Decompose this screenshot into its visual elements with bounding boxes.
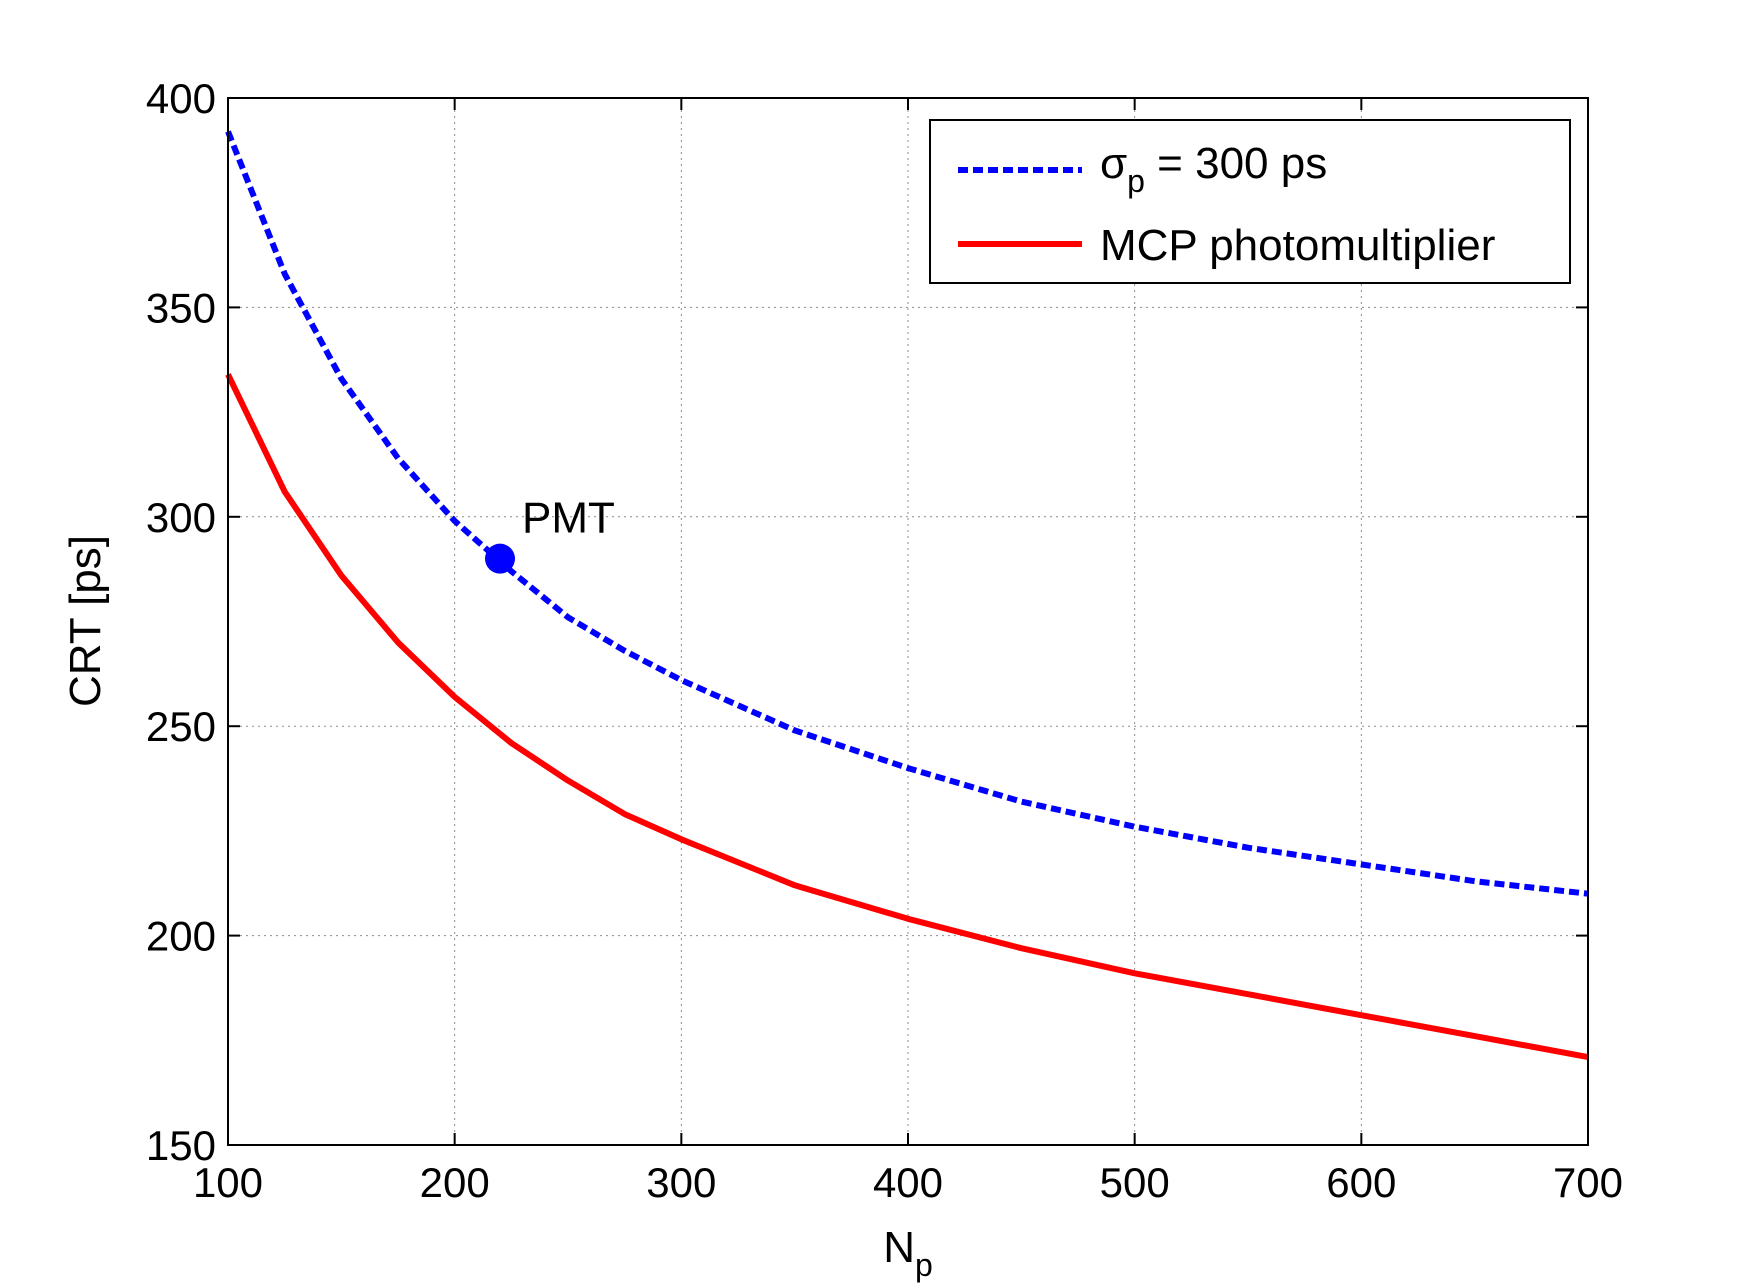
plot-frame [227,97,1589,1146]
legend: σp = 300 ps MCP photomultiplier [929,119,1571,284]
y-tick-label: 350 [146,284,216,331]
x-tick-label: 300 [646,1159,716,1206]
y-tick-label: 400 [146,75,216,122]
pmt-label: PMT [522,494,615,543]
legend-label-sigma: σp = 300 ps [1100,139,1327,199]
legend-label-mcp: MCP photomultiplier [1100,221,1495,270]
y-tick-label: 200 [146,913,216,960]
x-tick-label: 400 [873,1159,943,1206]
series-layer [225,130,1589,1061]
x-tick-label: 200 [420,1159,490,1206]
y-tick-label: 300 [146,494,216,541]
x-tick-label: 700 [1553,1159,1623,1206]
x-tick-label: 600 [1326,1159,1396,1206]
series-line-mcp [225,373,1589,1061]
pmt-marker [485,543,515,574]
series-line-sigma [225,130,1589,897]
annotation-layer: PMT [485,494,615,574]
tick-labels: 100 200 300 400 500 600 700 150 200 250 300 350 400 [146,75,1623,1206]
y-tick-label: 150 [146,1122,216,1169]
x-tick-label: 100 [193,1159,263,1206]
y-tick-label: 250 [146,703,216,750]
x-axis-title: Np [883,1223,933,1283]
y-axis-title: CRT [ps] [61,535,110,707]
legend-box [929,119,1571,284]
x-tick-label: 500 [1100,1159,1170,1206]
